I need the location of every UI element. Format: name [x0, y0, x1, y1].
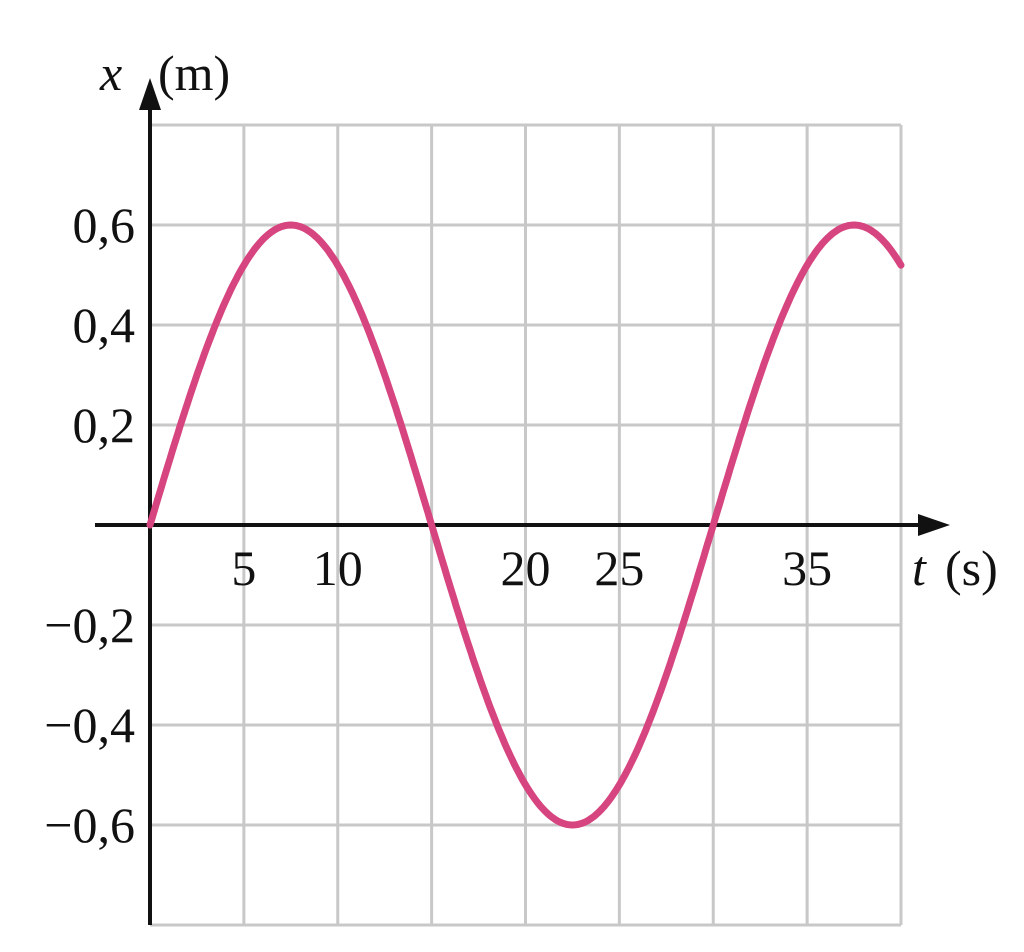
- y-axis-arrow-icon: [139, 78, 161, 110]
- y-axis-unit: (m): [158, 45, 230, 101]
- y-tick-label: −0,2: [44, 597, 135, 653]
- x-axis-symbol: t: [912, 540, 927, 596]
- x-tick-label: 25: [594, 540, 644, 596]
- series-line: [146, 221, 905, 829]
- y-axis-symbol: x: [99, 45, 122, 101]
- y-tick-label: 0,2: [73, 397, 136, 453]
- y-tick-label: 0,6: [73, 197, 136, 253]
- axes: [95, 78, 950, 925]
- x-tick-label: 35: [782, 540, 832, 596]
- y-tick-label: 0,4: [73, 297, 136, 353]
- x-axis-unit: (s): [945, 540, 998, 596]
- y-tick-label: −0,6: [44, 797, 135, 853]
- x-tick-label: 10: [313, 540, 363, 596]
- y-tick-label: −0,4: [44, 697, 135, 753]
- x-axis-arrow-icon: [918, 514, 950, 536]
- x-tick-label: 5: [231, 540, 256, 596]
- x-tick-label: 20: [501, 540, 551, 596]
